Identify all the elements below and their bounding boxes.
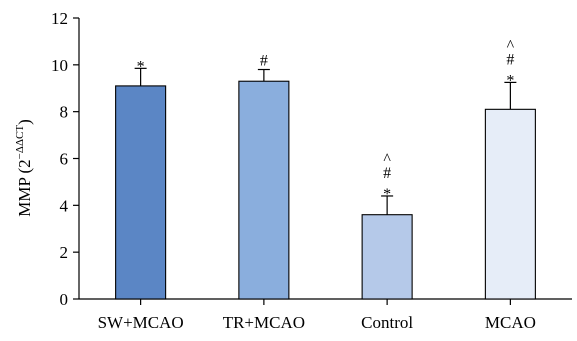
bar (484, 108, 536, 300)
y-tick-label: 2 (60, 243, 69, 262)
plot-area: 024681012SW+MCAO*TR+MCAO#Control^#*MCAO^… (51, 9, 572, 332)
significance-marker: ^ (383, 151, 391, 168)
significance-marker: # (506, 51, 514, 68)
y-axis-label-main: MMP (2 (15, 159, 34, 216)
y-tick-label: 0 (60, 290, 69, 309)
y-tick-label: 4 (60, 196, 69, 215)
significance-marker: # (260, 53, 268, 70)
bar (115, 85, 167, 300)
significance-marker: ^ (507, 37, 515, 54)
y-axis-label-superscript: −ΔΔCT (14, 125, 26, 160)
significance-marker: * (137, 58, 145, 75)
y-tick-label: 12 (51, 9, 68, 28)
y-axis-label: MMP (2−ΔΔCT) (14, 119, 34, 217)
significance-marker: * (383, 186, 391, 203)
x-tick-label: Control (361, 313, 413, 332)
y-tick-label: 8 (60, 103, 69, 122)
y-axis-label-close: ) (15, 119, 34, 125)
bar (361, 214, 413, 300)
x-tick-label: SW+MCAO (98, 313, 184, 332)
y-tick-label: 6 (60, 150, 69, 169)
bar (238, 80, 290, 300)
significance-marker: # (383, 165, 391, 182)
svg-text:MMP (2−ΔΔCT): MMP (2−ΔΔCT) (14, 119, 34, 217)
y-tick-label: 10 (51, 56, 68, 75)
x-tick-label: TR+MCAO (223, 313, 305, 332)
significance-marker: * (506, 72, 514, 89)
x-tick-label: MCAO (485, 313, 536, 332)
